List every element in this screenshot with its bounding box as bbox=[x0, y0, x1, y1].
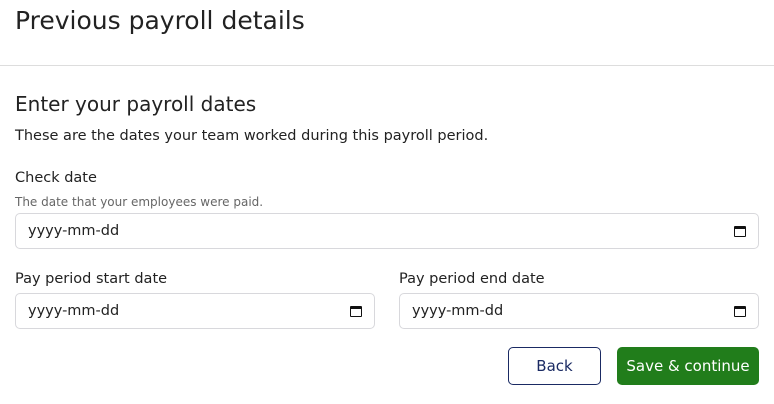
section-title: Enter your payroll dates bbox=[15, 92, 257, 116]
back-button[interactable]: Back bbox=[508, 347, 601, 385]
calendar-icon[interactable] bbox=[734, 305, 746, 317]
section-description: These are the dates your team worked dur… bbox=[15, 128, 489, 144]
divider bbox=[0, 65, 774, 66]
calendar-icon[interactable] bbox=[350, 305, 362, 317]
check-date-placeholder: yyyy-mm-dd bbox=[28, 223, 120, 239]
page-title: Previous payroll details bbox=[15, 6, 305, 35]
start-date-label: Pay period start date bbox=[15, 271, 168, 287]
check-date-input[interactable]: yyyy-mm-dd bbox=[15, 213, 759, 249]
end-date-placeholder: yyyy-mm-dd bbox=[412, 303, 504, 319]
check-date-label: Check date bbox=[15, 170, 97, 186]
save-continue-button[interactable]: Save & continue bbox=[617, 347, 759, 385]
end-date-label: Pay period end date bbox=[399, 271, 545, 287]
end-date-input[interactable]: yyyy-mm-dd bbox=[399, 293, 759, 329]
calendar-icon[interactable] bbox=[734, 225, 746, 237]
start-date-input[interactable]: yyyy-mm-dd bbox=[15, 293, 375, 329]
start-date-placeholder: yyyy-mm-dd bbox=[28, 303, 120, 319]
check-date-hint: The date that your employees were paid. bbox=[15, 195, 264, 209]
